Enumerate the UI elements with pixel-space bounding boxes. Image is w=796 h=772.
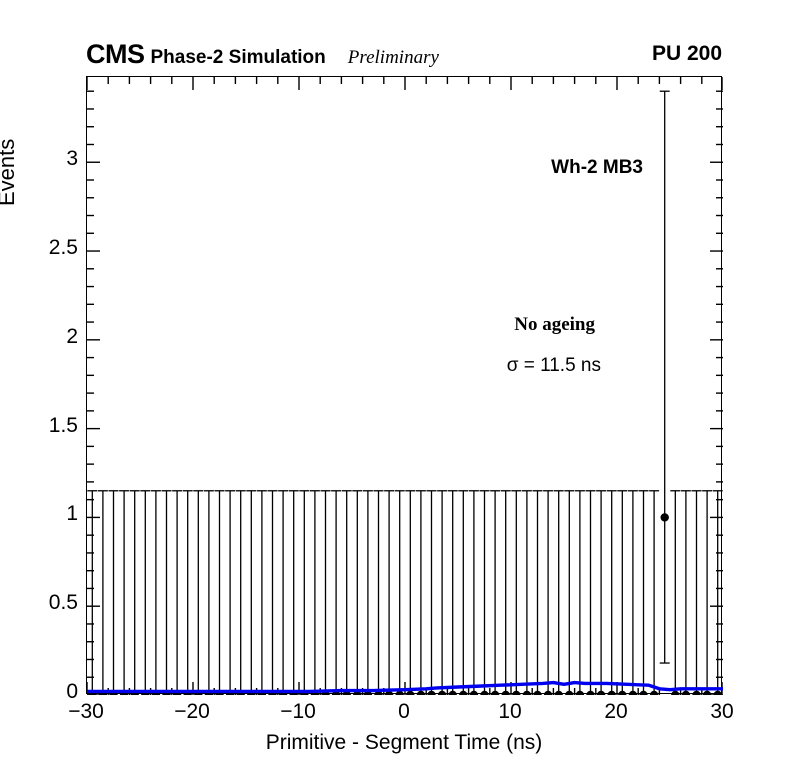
y-tick-label: 2.5 (48, 236, 78, 260)
x-tick-label: −10 (280, 700, 316, 723)
data-point-marker (533, 690, 542, 695)
data-point-marker (501, 690, 510, 695)
data-point-marker (512, 690, 521, 695)
data-point-marker (618, 690, 627, 695)
marker-group (88, 513, 722, 695)
data-point-marker (448, 690, 457, 695)
data-point-marker (702, 690, 712, 695)
data-point-marker (459, 690, 468, 695)
data-point-marker (480, 690, 489, 695)
data-point-marker (522, 690, 532, 695)
data-point-marker (395, 690, 404, 695)
data-point-marker (681, 690, 691, 695)
data-point-marker (713, 690, 722, 695)
y-tick-label: 1.5 (48, 413, 78, 437)
y-tick-label: 0 (66, 680, 78, 703)
plot-frame: Wh-2 MB3 No ageing σ = 11.5 ns (86, 76, 723, 695)
cms-status: Preliminary (347, 47, 439, 68)
annotation-region: Wh-2 MB3 (551, 157, 643, 178)
x-tick-label: 0 (398, 700, 410, 723)
data-point-marker (586, 690, 595, 695)
annotation-ageing: No ageing (514, 314, 595, 335)
data-point-marker (416, 690, 426, 695)
y-axis-title: Events (0, 0, 24, 206)
data-point-marker (490, 690, 500, 695)
data-point-marker (607, 690, 616, 695)
y-tick-label: 1 (66, 502, 78, 526)
plot-canvas (87, 77, 723, 695)
plot-svg (87, 77, 723, 695)
fit-curve (87, 680, 723, 694)
data-point-marker (554, 690, 563, 695)
data-point-marker (565, 690, 574, 695)
y-tick-label: 2 (66, 324, 78, 348)
data-point-marker (596, 690, 606, 695)
data-point-marker (469, 690, 479, 695)
x-tick-label: −30 (68, 700, 104, 723)
annotation-resolution: σ = 11.5 ns (506, 355, 601, 376)
data-point-marker (628, 690, 638, 695)
cms-logo-text: CMS (86, 39, 145, 69)
pileup-label: PU 200 (651, 42, 722, 65)
cms-subtitle: Phase-2 Simulation (150, 47, 326, 68)
y-axis-title-text: Events (0, 138, 19, 206)
x-axis-title: Primitive - Segment Time (ns) (265, 731, 543, 754)
data-point-marker (427, 690, 436, 695)
data-point-marker (437, 690, 447, 695)
errorbar-group (87, 90, 723, 695)
data-point-marker (671, 690, 680, 695)
x-tick-label: −20 (174, 700, 210, 723)
data-point-marker (649, 690, 659, 695)
x-tick-label: 20 (604, 700, 628, 723)
data-point-marker (639, 690, 648, 695)
data-point-marker (543, 690, 553, 695)
data-point-marker (575, 690, 585, 695)
data-point-marker (692, 690, 701, 695)
x-tick-label: 30 (710, 700, 734, 723)
data-point-marker (406, 690, 415, 695)
data-point-marker (660, 513, 669, 522)
x-tick-label: 10 (498, 700, 522, 723)
y-tick-label: 0.5 (48, 591, 78, 615)
y-tick-label: 3 (66, 147, 78, 171)
cms-header: CMS Phase-2 Simulation Preliminary (86, 39, 439, 69)
